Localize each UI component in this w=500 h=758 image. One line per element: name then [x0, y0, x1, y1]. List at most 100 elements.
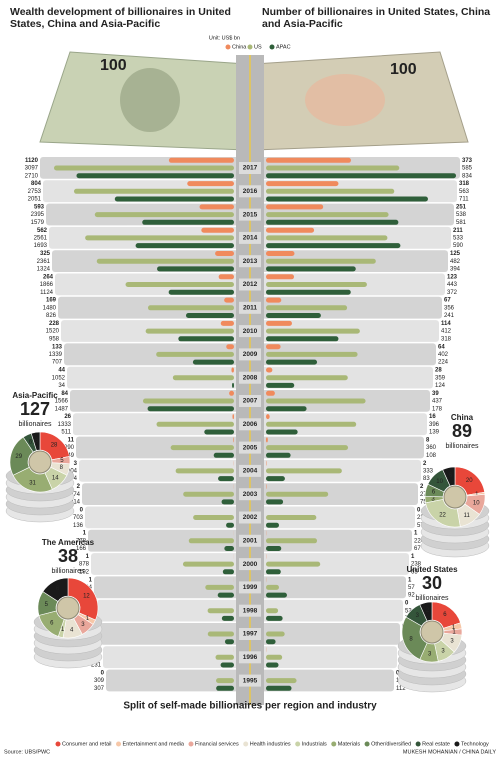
wealth-bar: [233, 437, 234, 443]
wealth-label: 874: [70, 492, 81, 498]
wealth-label: 1520: [46, 329, 60, 335]
wealth-label: 0: [80, 507, 84, 513]
industry-swatch: [415, 741, 421, 747]
segment-label: 5: [60, 458, 64, 464]
wealth-bar: [170, 445, 234, 451]
wealth-bar: [229, 390, 234, 396]
count-bar: [266, 351, 358, 357]
wealth-bar: [216, 685, 234, 691]
count-bar: [266, 538, 318, 544]
wealth-label: 1124: [40, 290, 54, 296]
wealth-bar: [85, 235, 234, 241]
count-label: 8: [426, 437, 430, 443]
count-bar: [266, 398, 366, 404]
count-label: 64: [438, 344, 445, 350]
year-box: [239, 604, 261, 617]
count-bar: [266, 476, 285, 482]
year-box: [239, 325, 261, 338]
title-line: Wealth development of billionaires in Un…: [10, 6, 231, 18]
year-box: [239, 534, 261, 547]
count-label: 1: [411, 554, 415, 560]
year-box: [239, 628, 261, 640]
count-label: 396: [429, 422, 440, 428]
region-total: 89: [452, 421, 472, 441]
industry-swatch: [116, 741, 122, 747]
wealth-label: 826: [46, 313, 57, 319]
wealth-label: 958: [49, 336, 60, 342]
wealth-label: 1: [83, 531, 87, 537]
wealth-bar: [232, 382, 234, 388]
donut-segment: [67, 577, 99, 621]
wealth-bar: [192, 359, 234, 365]
wealth-label: 703: [73, 515, 84, 521]
count-label: 224: [414, 538, 425, 544]
count-bar: [266, 452, 291, 458]
count-label: 39: [432, 391, 439, 397]
count-bar: [266, 313, 321, 318]
count-bar: [266, 243, 401, 249]
wealth-bar: [142, 219, 234, 225]
coin-center: [28, 450, 52, 474]
count-bar: [266, 251, 295, 256]
wealth-bar: [193, 515, 234, 520]
wealth-label: 228: [49, 321, 60, 327]
year-label: 2010: [243, 328, 258, 335]
count-label: 1: [414, 531, 418, 537]
wealth-label: 1693: [34, 243, 48, 249]
wealth-bar: [204, 429, 234, 435]
wealth-bar: [178, 336, 234, 342]
year-label: 2002: [243, 514, 258, 521]
count-bar: [266, 631, 285, 637]
industry-swatch: [243, 741, 249, 747]
count-bar: [266, 227, 315, 233]
region-unit: billionaires: [415, 595, 449, 602]
count-bar: [266, 196, 428, 202]
wealth-bar: [231, 367, 234, 373]
industry-swatch: [454, 741, 460, 747]
wealth-label: 1052: [52, 375, 66, 381]
wealth-label: 309: [94, 678, 105, 684]
wealth-label: 511: [61, 430, 71, 436]
count-label: 125: [450, 251, 461, 257]
industry-swatch: [188, 741, 194, 747]
wealth-bar: [182, 561, 234, 567]
wealth-bar: [217, 592, 234, 598]
wealth-bar: [224, 546, 234, 551]
segment-label: 22: [439, 513, 446, 519]
count-bar: [266, 219, 399, 225]
industry-swatch: [364, 741, 370, 747]
count-bar: [266, 421, 357, 427]
wealth-bar: [135, 243, 234, 249]
wealth-bar: [187, 181, 234, 187]
count-bar: [266, 685, 292, 691]
year-label: 2008: [243, 374, 258, 381]
legend-label: China: [232, 44, 247, 50]
title-line: Number of billionaires in United States,…: [262, 6, 490, 18]
segment-label: 8: [409, 636, 413, 642]
wealth-label: 778: [76, 538, 87, 544]
wealth-label: 593: [34, 204, 45, 210]
year-box: [239, 581, 261, 594]
wealth-bar: [142, 398, 234, 404]
wealth-bar: [168, 289, 234, 295]
wealth-label: 1: [89, 577, 93, 583]
wealth-bar: [76, 173, 234, 179]
wealth-bar: [221, 499, 234, 505]
segment-label: 14: [52, 475, 59, 481]
count-bar: [266, 173, 456, 179]
wealth-bar: [215, 654, 234, 660]
count-bar: [266, 491, 329, 497]
year-box: [239, 231, 261, 244]
region-unit: billionaires: [445, 443, 479, 450]
wealth-label: 1120: [25, 158, 39, 164]
count-label: 711: [459, 197, 469, 203]
donut-segment: [42, 577, 69, 602]
count-label: 211: [453, 228, 463, 234]
segment-label: 8: [60, 465, 64, 471]
wealth-bar: [207, 608, 234, 614]
wealth-bar: [199, 204, 234, 210]
count-bar: [266, 592, 287, 598]
industry-label: Other/diversified: [371, 741, 411, 747]
wealth-label: 1487: [55, 406, 69, 412]
wealth-label: 214: [70, 499, 81, 505]
